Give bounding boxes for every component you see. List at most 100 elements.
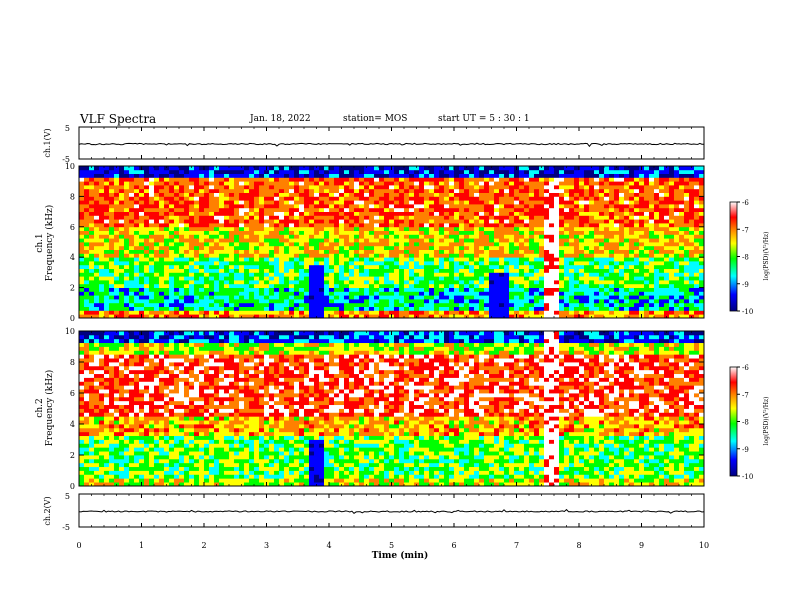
spectrogram-cell [289, 234, 295, 239]
spectrogram-cell [279, 302, 285, 307]
spectrogram-cell [464, 211, 470, 216]
spectrogram-cell [174, 245, 180, 250]
spectrogram-cell [154, 192, 160, 197]
spectrogram-cell [509, 310, 515, 315]
spectrogram-cell [164, 188, 170, 193]
spectrogram-cell [264, 249, 270, 254]
spectrogram-cell [109, 287, 115, 292]
spectrogram-cell [144, 196, 150, 201]
spectrogram-cell [639, 204, 645, 209]
spectrogram-cell [179, 264, 185, 269]
spectrogram-cell [319, 219, 325, 224]
spectrogram-cell [369, 268, 375, 273]
spectrogram-cell [574, 261, 580, 266]
spectrogram-cell [299, 200, 305, 205]
spectrogram-cell [79, 219, 85, 224]
spectrogram-cell [349, 211, 355, 216]
spectrogram-cell [254, 264, 260, 269]
spectrogram-cell [684, 238, 690, 243]
spectrogram-cell [694, 314, 700, 319]
spectrogram-cell [164, 264, 170, 269]
spectrogram-cell [224, 173, 230, 178]
spectrogram-cell [94, 207, 100, 212]
spectrogram-cell [264, 261, 270, 266]
spectrogram-cell [629, 238, 635, 243]
spectrogram-cell [254, 181, 260, 186]
spectrogram-cell [119, 314, 125, 319]
spectrogram-cell [354, 234, 360, 239]
spectrogram-cell [109, 245, 115, 250]
spectrogram-cell [369, 261, 375, 266]
spectrogram-cell [424, 166, 430, 171]
spectrogram-cell [584, 280, 590, 285]
spectrogram-cell [649, 302, 655, 307]
spectrogram-cell [284, 249, 290, 254]
spectrogram-cell [314, 302, 320, 307]
spectrogram-cell [214, 207, 220, 212]
spectrogram-cell [414, 230, 420, 235]
spectrogram-cell [264, 211, 270, 216]
spectrogram-cell [274, 219, 280, 224]
spectrogram-cell [564, 310, 570, 315]
spectrogram-cell [269, 181, 275, 186]
spectrogram-cell [444, 306, 450, 311]
spectrogram-cell [419, 314, 425, 319]
spectrogram-cell [579, 299, 585, 304]
spectrogram-cell [359, 238, 365, 243]
spectrogram-cell [279, 238, 285, 243]
spectrogram-cell [209, 264, 215, 269]
spectrogram-cell [189, 188, 195, 193]
spectrogram-cell [464, 299, 470, 304]
spectrogram-cell [379, 230, 385, 235]
spectrogram-cell [169, 242, 175, 247]
spectrogram-cell [639, 272, 645, 277]
spectrogram-cell [494, 185, 500, 190]
spectrogram-cell [394, 215, 400, 220]
spectrogram-cell [399, 287, 405, 292]
spectrogram-cell [79, 242, 85, 247]
spectrogram-cell [699, 226, 705, 231]
spectrogram-cell [299, 188, 305, 193]
spectrogram-cell [374, 268, 380, 273]
spectrogram-cell [519, 230, 525, 235]
spectrogram-cell [684, 268, 690, 273]
spectrogram-cell [619, 291, 625, 296]
spectrogram-cell [344, 272, 350, 277]
spectrogram-cell [539, 207, 545, 212]
spectrogram-cell [659, 204, 665, 209]
spectrogram-cell [479, 204, 485, 209]
spectrogram-cell [434, 291, 440, 296]
spectrogram-cell [109, 185, 115, 190]
spectrogram-cell [304, 242, 310, 247]
spectrogram-cell [139, 280, 145, 285]
spectrogram-cell [419, 268, 425, 273]
spectrogram-cell [274, 230, 280, 235]
spectrogram-cell [514, 196, 520, 201]
spectrogram-cell [559, 192, 565, 197]
spectrogram-cell [229, 249, 235, 254]
spectrogram-cell [329, 215, 335, 220]
spectrogram-cell [169, 177, 175, 182]
spectrogram-cell [129, 226, 135, 231]
spectrogram-cell [699, 283, 705, 288]
spectrogram-cell [319, 211, 325, 216]
spectrogram-cell [574, 169, 580, 174]
spectrogram-cell [644, 242, 650, 247]
spectrogram-cell [399, 234, 405, 239]
spectrogram-cell [454, 204, 460, 209]
spectrogram-cell [314, 207, 320, 212]
spectrogram-cell [664, 287, 670, 292]
spectrogram-cell [209, 177, 215, 182]
spectrogram-cell [469, 219, 475, 224]
spectrogram-cell [114, 185, 120, 190]
spectrogram-cell [549, 242, 555, 247]
spectrogram-cell [689, 207, 695, 212]
spectrogram-cell [344, 280, 350, 285]
spectrogram-cell [464, 253, 470, 258]
spectrogram-cell [674, 238, 680, 243]
spectrogram-cell [124, 238, 130, 243]
spectrogram-cell [294, 200, 300, 205]
spectrogram-cell [549, 310, 555, 315]
spectrogram-cell [269, 310, 275, 315]
spectrogram-cell [359, 245, 365, 250]
